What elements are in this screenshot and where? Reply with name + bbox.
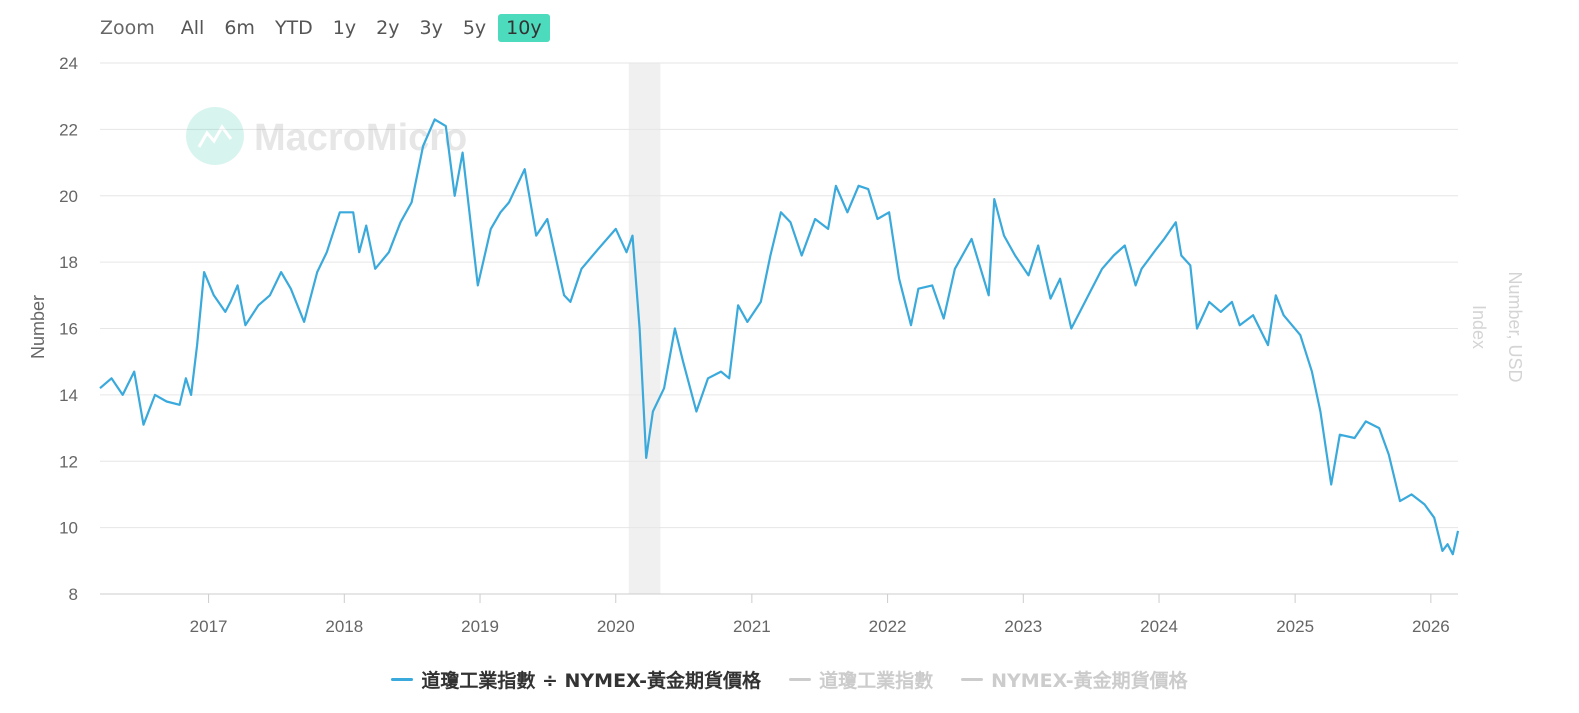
legend-item-dow-jones[interactable]: 道瓊工業指數: [789, 666, 933, 693]
y-tick-label: 8: [69, 585, 78, 604]
legend-label: NYMEX-黃金期貨價格: [991, 670, 1188, 692]
legend-label: 道瓊工業指數 ÷ NYMEX-黃金期貨價格: [421, 670, 762, 692]
range-button-3y[interactable]: 3y: [419, 17, 443, 39]
x-tick-label: 2018: [325, 617, 363, 636]
y-tick-label: 14: [59, 386, 78, 405]
logo-mark-icon: [197, 124, 233, 148]
x-tick-label: 2022: [869, 617, 907, 636]
range-selector: Zoom All 6m YTD 1y 2y 3y 5y 10y: [100, 12, 554, 44]
legend-swatch-icon: [391, 678, 414, 681]
range-button-5y[interactable]: 5y: [462, 17, 487, 39]
watermark-text: MacroMicro: [254, 117, 467, 159]
y-tick-label: 16: [59, 320, 78, 339]
range-button-1y[interactable]: 1y: [332, 17, 357, 39]
watermark: MacroMicro: [186, 107, 467, 165]
right-axis-label-usd: Number, USD: [1505, 271, 1525, 382]
x-tick-label: 2019: [461, 617, 499, 636]
legend-swatch-icon: [961, 678, 984, 681]
y-axis-ticks: 8 10 12 14 16 18 20 22 24: [59, 54, 78, 604]
range-button-ytd[interactable]: YTD: [274, 17, 313, 39]
legend-swatch-icon: [789, 678, 812, 681]
x-tick-label: 2017: [190, 617, 228, 636]
zoom-label: Zoom: [100, 17, 155, 39]
legend: 道瓊工業指數 ÷ NYMEX-黃金期貨價格 道瓊工業指數 NYMEX-黃金期貨價…: [0, 666, 1579, 693]
x-tick-label: 2021: [733, 617, 771, 636]
y-tick-label: 20: [59, 187, 78, 206]
y-tick-label: 22: [59, 120, 78, 139]
legend-label: 道瓊工業指數: [819, 670, 934, 692]
legend-item-dow-gold-ratio[interactable]: 道瓊工業指數 ÷ NYMEX-黃金期貨價格: [391, 666, 761, 693]
range-button-2y[interactable]: 2y: [376, 17, 400, 39]
right-axis-label-index: Index: [1469, 305, 1489, 349]
range-button-all[interactable]: All: [180, 17, 205, 39]
y-tick-label: 24: [59, 54, 78, 73]
x-tick-label: 2026: [1412, 617, 1450, 636]
range-button-6m[interactable]: 6m: [224, 17, 255, 39]
x-tick-label: 2024: [1140, 617, 1178, 636]
macromicro-logo-icon: [186, 107, 244, 165]
series-line-dow-gold-ratio[interactable]: [99, 118, 1460, 556]
x-axis-ticks: 2017 2018 2019 2020 2021 2022 2023 2024 2025 2026: [190, 594, 1450, 636]
legend-item-gold-futures[interactable]: NYMEX-黃金期貨價格: [961, 666, 1188, 693]
x-tick-label: 2023: [1004, 617, 1042, 636]
range-button-10y[interactable]: 10y: [498, 14, 550, 42]
x-tick-label: 2020: [597, 617, 635, 636]
x-tick-label: 2025: [1276, 617, 1314, 636]
y-tick-label: 12: [59, 452, 78, 471]
y-axis-label: Number: [28, 295, 48, 359]
y-tick-label: 18: [59, 253, 78, 272]
y-tick-label: 10: [59, 519, 78, 538]
